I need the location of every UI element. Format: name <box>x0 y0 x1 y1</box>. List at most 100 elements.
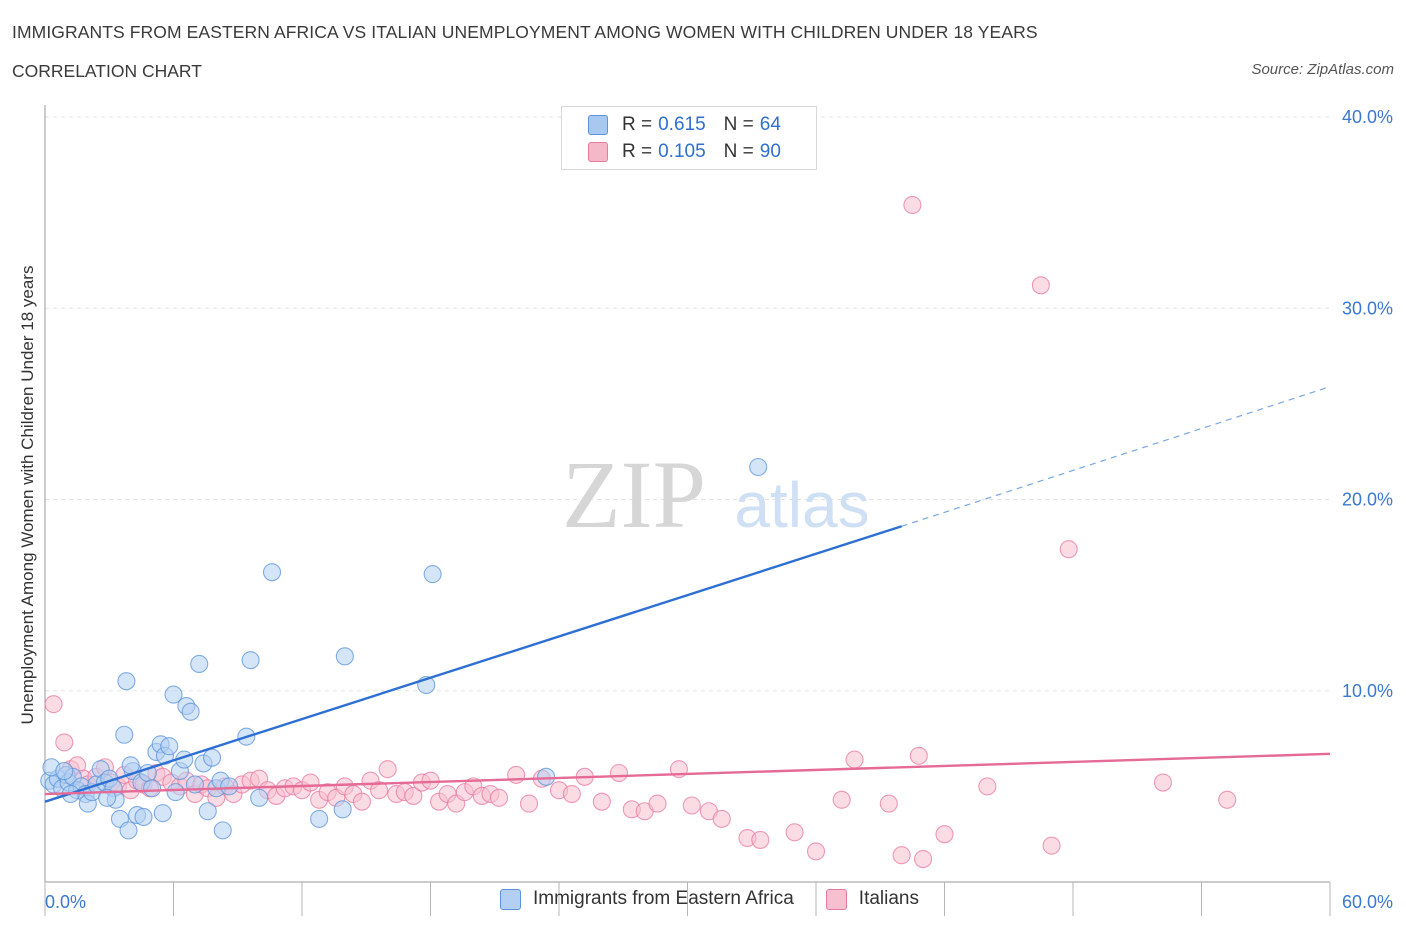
chart-subtitle: CORRELATION CHART <box>12 61 202 81</box>
legend-swatch-eastern-africa <box>588 115 608 135</box>
italians-point <box>845 750 864 769</box>
source-credit: Source: ZipAtlas.com <box>1251 61 1394 78</box>
eastern-africa-point <box>310 809 329 828</box>
italians-point <box>378 760 397 779</box>
grid-lines <box>45 116 1330 692</box>
eastern-africa-point <box>335 647 354 666</box>
legend-label-eastern-africa: Immigrants from Eastern Africa <box>533 888 794 909</box>
italians-point <box>404 786 423 805</box>
eastern-africa-point <box>250 788 269 807</box>
eastern-africa-point <box>181 702 200 721</box>
legend-n-value: 90 <box>759 141 781 162</box>
italians-point <box>1042 836 1061 855</box>
eastern-africa-point <box>537 767 556 786</box>
x-tick-label-max: 60.0% <box>1342 892 1393 912</box>
italians-point <box>1218 790 1237 809</box>
legend-r-label: R = <box>622 141 653 162</box>
legend-swatch-italians <box>825 888 847 910</box>
italians-point <box>370 781 389 800</box>
y-axis-label: Unemployment Among Women with Children U… <box>18 265 37 725</box>
eastern-africa-point <box>143 779 162 798</box>
y-tick-label: 10.0% <box>1342 681 1393 701</box>
eastern-africa-point <box>190 654 209 674</box>
italians-point <box>978 777 997 796</box>
chart-title: IMMIGRANTS FROM EASTERN AFRICA VS ITALIA… <box>12 22 1038 42</box>
eastern-africa-point <box>164 685 183 704</box>
eastern-africa-point <box>333 800 352 819</box>
series-legend: Immigrants from Eastern Africa Italians <box>500 888 951 910</box>
eastern-africa-point <box>749 457 768 477</box>
axes <box>44 105 1331 916</box>
italians-point <box>914 849 933 869</box>
legend-n-value: 64 <box>759 114 781 135</box>
italians-point <box>806 842 826 861</box>
eastern-africa-point <box>160 737 179 756</box>
italians-point <box>519 794 539 813</box>
legend-swatch-italians <box>588 142 608 162</box>
italians-point <box>712 809 731 828</box>
italians-point <box>832 790 851 809</box>
italians-point <box>903 195 922 215</box>
trend-lines <box>44 386 1331 803</box>
tick-labels: 10.0% 20.0% 30.0% 40.0% 0.0% 60.0% <box>45 107 1393 912</box>
legend-n-label: N = <box>723 114 754 135</box>
eastern-africa-point <box>213 821 232 840</box>
x-tick-label-min: 0.0% <box>45 892 86 912</box>
italians-point <box>562 784 581 804</box>
eastern-africa-point <box>119 821 138 840</box>
italians-point <box>55 733 74 752</box>
italians-point <box>352 792 372 811</box>
legend-row-eastern-africa: R = 0.615 N = 64 <box>588 113 781 137</box>
italians-point <box>935 825 954 844</box>
watermark: ZIP atlas <box>562 441 870 548</box>
eastern-africa-trend-line <box>44 525 903 803</box>
legend-item-italians: Italians <box>825 888 919 910</box>
italians-point <box>751 830 770 849</box>
legend-n-label: N = <box>723 141 754 162</box>
italians-point <box>785 823 804 842</box>
y-tick-label: 40.0% <box>1342 107 1393 127</box>
legend-r-label: R = <box>622 114 653 135</box>
legend-r-value: 0.615 <box>658 114 706 135</box>
y-tick-label: 30.0% <box>1342 298 1393 318</box>
italians-point <box>682 796 701 815</box>
eastern-africa-point <box>198 802 217 821</box>
watermark-atlas: atlas <box>734 469 869 541</box>
watermark-zip: ZIP <box>562 441 706 548</box>
y-tick-label: 20.0% <box>1342 490 1393 510</box>
eastern-africa-point <box>98 788 117 807</box>
italians-point <box>892 846 911 865</box>
eastern-africa-point <box>203 748 222 767</box>
eastern-africa-trend-extension <box>901 386 1331 527</box>
italians-point <box>909 746 928 765</box>
eastern-africa-point <box>134 807 153 827</box>
italians-point <box>1059 540 1078 559</box>
italians-point <box>609 763 629 783</box>
eastern-africa-point <box>117 672 136 691</box>
italians-point <box>507 765 526 784</box>
eastern-africa-point <box>153 804 172 823</box>
legend-item-eastern-africa: Immigrants from Eastern Africa <box>500 888 794 910</box>
eastern-africa-point <box>55 762 74 781</box>
italians-point <box>592 792 611 811</box>
italians-point <box>648 794 667 813</box>
eastern-africa-point <box>220 777 239 796</box>
legend-r-value: 0.105 <box>658 141 706 162</box>
italians-point <box>301 773 320 792</box>
italians-point <box>44 695 63 714</box>
eastern-africa-point <box>262 563 282 582</box>
italians-point <box>1031 276 1050 295</box>
italians-point <box>879 794 898 813</box>
legend-swatch-eastern-africa <box>500 888 521 910</box>
eastern-africa-point <box>423 565 442 584</box>
legend-label-italians: Italians <box>858 888 919 909</box>
correlation-legend: R = 0.615 N = 64 R = 0.105 N = 90 <box>561 106 817 170</box>
legend-row-italians: R = 0.105 N = 90 <box>588 140 781 164</box>
italians-trend-line <box>44 752 1331 796</box>
eastern-africa-point <box>166 783 185 802</box>
eastern-africa-point <box>241 651 260 670</box>
eastern-africa-point <box>115 725 134 744</box>
italians-point <box>1153 773 1172 792</box>
italians-point <box>489 788 509 807</box>
